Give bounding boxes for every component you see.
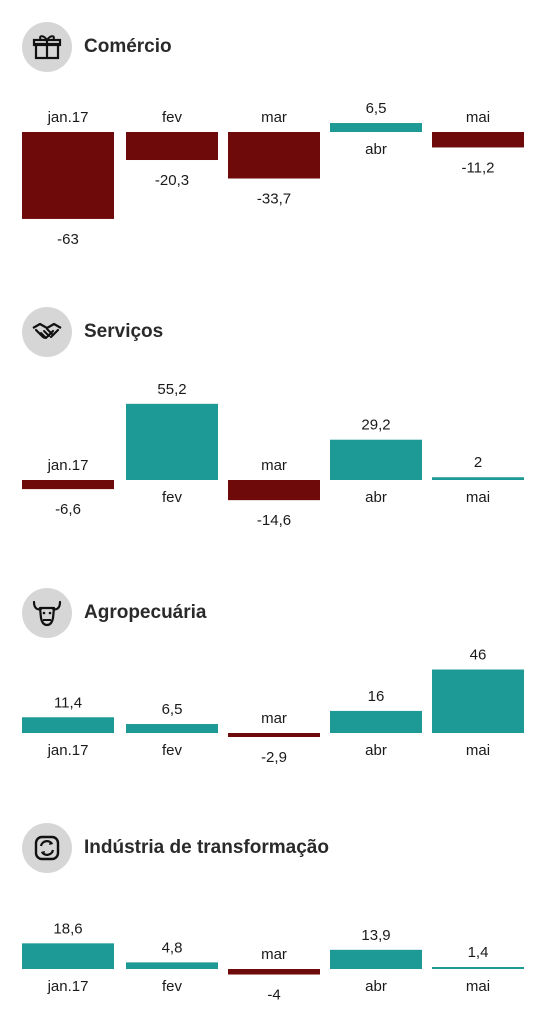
category-label: mar: [261, 710, 287, 727]
bar-mai: [432, 132, 524, 148]
category-label: abr: [365, 141, 387, 158]
panel-title: Comércio: [84, 36, 172, 57]
category-label: abr: [365, 742, 387, 759]
category-label: mai: [466, 109, 490, 126]
category-label: jan.17: [47, 457, 89, 474]
panel-header: Serviços: [22, 307, 163, 357]
value-label: -6,6: [55, 501, 81, 518]
bar-abr: [330, 123, 422, 132]
value-label: -2,9: [261, 749, 287, 766]
panel-header: Agropecuária: [22, 588, 206, 638]
value-label: -63: [57, 231, 79, 248]
value-label: 11,4: [54, 694, 82, 711]
category-label: abr: [365, 489, 387, 506]
icon-badge: [22, 588, 72, 638]
category-label: fev: [162, 978, 183, 995]
bar-mai: [432, 477, 524, 480]
category-label: fev: [162, 109, 183, 126]
panel-agropecuaria: Agropecuária 11,4 jan.17 6,5 fev -2,9 mar 16 ab…: [0, 588, 537, 788]
value-label: 13,9: [361, 927, 390, 944]
bar-mar: [228, 733, 320, 738]
category-label: mai: [466, 978, 490, 995]
value-label: 2: [474, 454, 482, 471]
panel-servicos: Serviços -6,6 jan.17 55,2 fev -14,6 mar 29,2 ab…: [0, 307, 537, 557]
bar-abr: [330, 949, 422, 969]
bar-fev: [126, 962, 218, 969]
panel-industria: Indústria de transformação 18,6 jan.17 4,8…: [0, 823, 537, 1023]
bar-abr: [330, 439, 422, 480]
category-label: mai: [466, 489, 490, 506]
value-label: 1,4: [468, 944, 489, 961]
bar-mar: [228, 132, 320, 179]
value-label: 46: [470, 647, 487, 664]
panel-title: Indústria de transformação: [84, 837, 329, 858]
value-label: 6,5: [162, 701, 183, 718]
value-label: -20,3: [155, 172, 189, 189]
bar-chart-comercio: -63 jan.17 -20,3 fev -33,7 mar 6,5 abr -11,2 mai: [22, 100, 524, 248]
bar-chart-servicos: -6,6 jan.17 55,2 fev -14,6 mar 29,2 abr 2 mai: [22, 381, 524, 529]
category-label: mar: [261, 457, 287, 474]
category-label: mar: [261, 946, 287, 963]
bar-chart-agropecuaria: 11,4 jan.17 6,5 fev -2,9 mar 16 abr 46 mai: [22, 647, 524, 766]
bar-mai: [432, 669, 524, 733]
bar-jan17: [22, 480, 114, 490]
bar-chart-industria: 18,6 jan.17 4,8 fev -4 mar 13,9 abr 1,4 mai: [22, 920, 524, 1004]
icon-badge: [22, 22, 72, 72]
category-label: abr: [365, 978, 387, 995]
value-label: 55,2: [157, 381, 186, 398]
panel-title: Serviços: [84, 321, 164, 342]
bar-fev: [126, 724, 218, 733]
bar-fev: [126, 132, 218, 161]
value-label: 6,5: [366, 100, 387, 117]
category-label: mar: [261, 109, 287, 126]
bar-mar: [228, 969, 320, 975]
panel-comercio: Comércio -63 jan.17 -20,3 fev -33,7 mar 6,5 abr…: [0, 22, 537, 272]
value-label: -4: [267, 987, 280, 1004]
panel-title: Agropecuária: [84, 602, 207, 623]
bar-jan17: [22, 943, 114, 969]
bar-abr: [330, 710, 422, 733]
panel-header: Comércio: [22, 22, 172, 72]
refresh-icon: [34, 835, 60, 861]
value-label: -33,7: [257, 191, 291, 208]
bar-jan17: [22, 717, 114, 733]
bull-icon: [32, 600, 62, 627]
category-label: fev: [162, 742, 183, 759]
value-label: 18,6: [53, 920, 82, 937]
bar-mai: [432, 967, 524, 969]
icon-badge: [22, 823, 72, 873]
category-label: jan.17: [47, 109, 89, 126]
value-label: 4,8: [162, 939, 183, 956]
gift-icon: [32, 35, 62, 60]
category-label: mai: [466, 742, 490, 759]
category-label: fev: [162, 489, 183, 506]
category-label: jan.17: [47, 978, 89, 995]
bar-jan17: [22, 132, 114, 219]
panel-header: Indústria de transformação: [22, 823, 329, 873]
value-label: -14,6: [257, 512, 291, 529]
value-label: -11,2: [461, 159, 494, 176]
handshake-icon: [32, 322, 62, 339]
value-label: 16: [368, 688, 385, 705]
icon-badge: [22, 307, 72, 357]
value-label: 29,2: [361, 417, 390, 434]
category-label: jan.17: [47, 742, 89, 759]
bar-fev: [126, 403, 218, 480]
bar-mar: [228, 480, 320, 501]
